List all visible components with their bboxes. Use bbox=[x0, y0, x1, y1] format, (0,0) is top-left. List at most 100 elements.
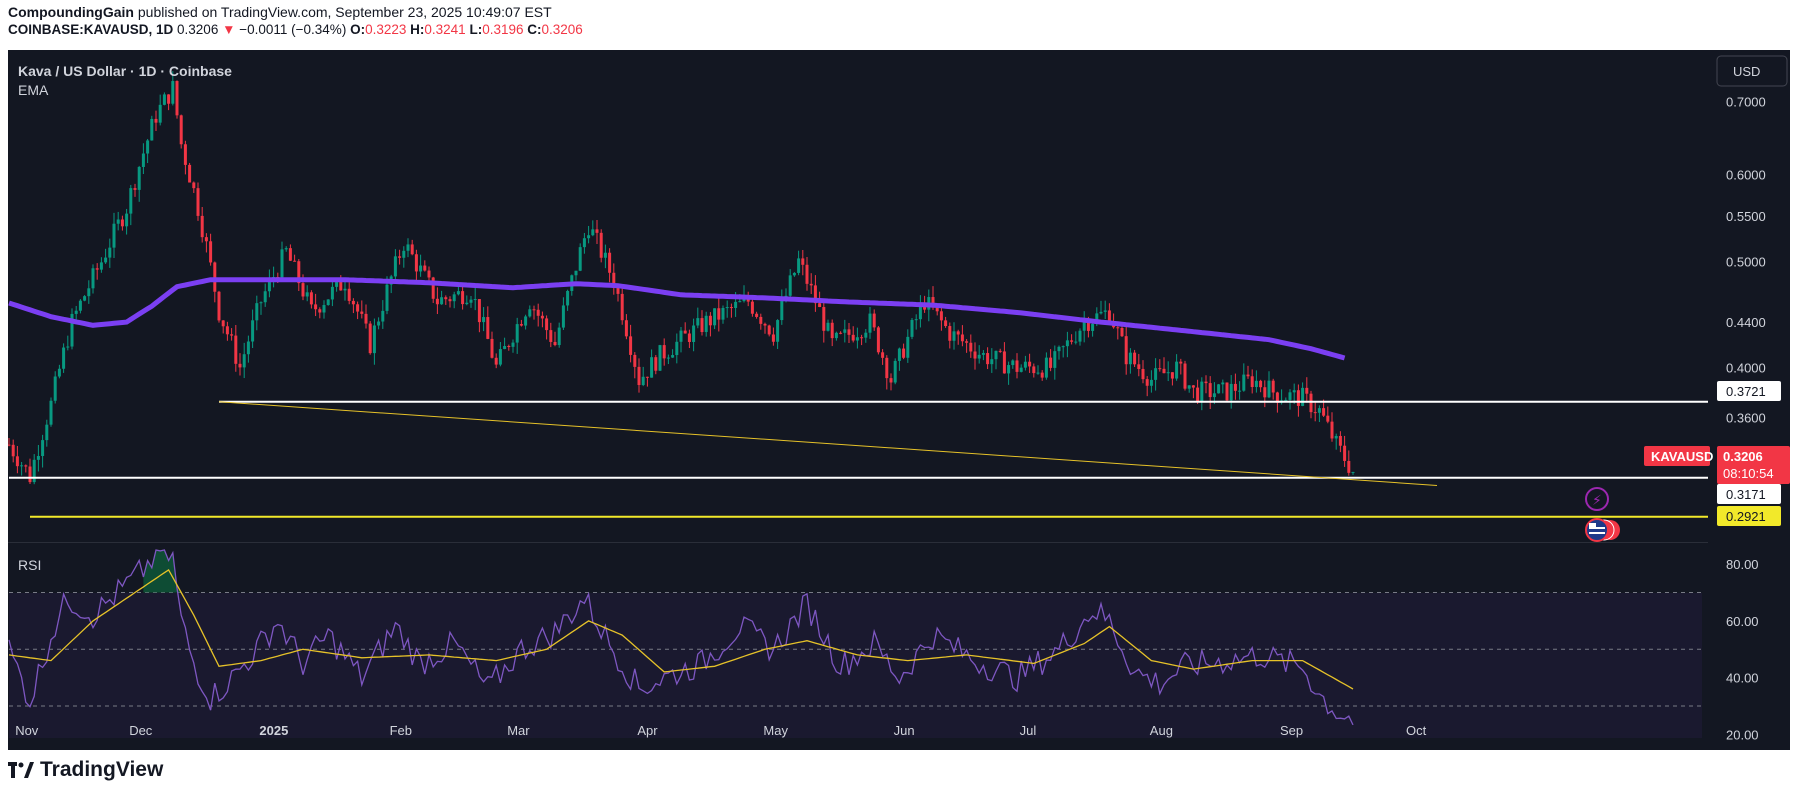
candle-body bbox=[242, 354, 246, 368]
candle-body bbox=[431, 277, 435, 299]
rsi-legend[interactable]: RSI bbox=[18, 557, 41, 573]
candle-body bbox=[381, 310, 385, 322]
candle-body bbox=[410, 244, 414, 255]
candle-body bbox=[335, 279, 339, 287]
candle-body bbox=[1305, 387, 1309, 394]
candle-body bbox=[1250, 376, 1254, 388]
candle-body bbox=[129, 188, 133, 214]
candle-body bbox=[893, 360, 897, 383]
chart-panel[interactable]: 0.7000 0.6000 0.5500 0.5000 0.4400 0.4000 0.36… bbox=[8, 50, 1790, 750]
time-axis[interactable]: Nov Dec 2025 Feb Mar Apr May Jun Jul Aug Sep Oct bbox=[15, 723, 1426, 738]
candle-body bbox=[788, 275, 792, 296]
candle-body bbox=[582, 238, 586, 248]
candle-body bbox=[209, 241, 213, 263]
candle-body bbox=[1217, 384, 1221, 394]
candle-body bbox=[1074, 341, 1078, 343]
candle-body bbox=[318, 309, 322, 313]
time-tick-label: Nov bbox=[15, 723, 39, 738]
candle-body bbox=[444, 297, 448, 300]
candle-body bbox=[167, 94, 171, 104]
candle-body bbox=[1200, 381, 1204, 402]
candle-body bbox=[1049, 357, 1053, 368]
candle-body bbox=[666, 357, 670, 359]
candle-body bbox=[935, 307, 939, 312]
candle-body bbox=[1225, 382, 1229, 401]
candle-body bbox=[797, 258, 801, 273]
candle-body bbox=[1212, 393, 1216, 398]
bar-countdown: 08:10:54 bbox=[1723, 466, 1774, 481]
currency-button[interactable]: USD bbox=[1716, 55, 1788, 87]
candle-body bbox=[230, 334, 234, 336]
candle-body bbox=[528, 309, 532, 317]
horizontal-lines[interactable] bbox=[9, 400, 1708, 518]
candle-body bbox=[977, 354, 981, 359]
price-tick-label: 0.5500 bbox=[1726, 209, 1766, 224]
us-flag-events-icon[interactable] bbox=[1585, 518, 1620, 542]
candle-body bbox=[952, 331, 956, 341]
candle-body bbox=[683, 330, 687, 334]
trendline[interactable] bbox=[218, 401, 1438, 486]
candle-body bbox=[1204, 381, 1208, 384]
candle-body bbox=[519, 324, 523, 326]
candle-body bbox=[1233, 383, 1237, 391]
candle-body bbox=[717, 308, 721, 320]
candle-body bbox=[1162, 368, 1166, 374]
down-arrow-icon: ▼ bbox=[222, 22, 236, 37]
candle-body bbox=[482, 317, 486, 323]
candle-body bbox=[288, 248, 292, 261]
candle-body bbox=[339, 279, 343, 291]
candle-body bbox=[1002, 351, 1006, 374]
tradingview-logo[interactable]: TradingView bbox=[8, 758, 163, 782]
candle-body bbox=[1267, 380, 1271, 398]
candle-body bbox=[1242, 374, 1246, 391]
candle-body bbox=[133, 188, 137, 190]
candle-body bbox=[889, 378, 893, 383]
candle-body bbox=[843, 329, 847, 333]
candle-body bbox=[53, 376, 57, 401]
candle-body bbox=[1116, 327, 1120, 329]
candle-body bbox=[948, 326, 952, 341]
candle-body bbox=[767, 325, 771, 335]
rsi-axis[interactable]: 80.00 60.00 40.00 20.00 bbox=[1726, 557, 1759, 742]
candle-body bbox=[750, 301, 754, 314]
candle-body bbox=[1078, 330, 1082, 342]
candle-body bbox=[188, 164, 192, 183]
candle-body bbox=[1175, 361, 1179, 379]
candle-body bbox=[15, 456, 19, 467]
candle-body bbox=[1229, 383, 1233, 401]
candle-body bbox=[32, 459, 36, 483]
candle-body bbox=[1246, 374, 1250, 377]
candle-body bbox=[385, 284, 389, 311]
candle-body bbox=[1120, 327, 1124, 337]
time-tick-label: Aug bbox=[1150, 723, 1173, 738]
candle-body bbox=[204, 237, 208, 242]
candle-body bbox=[435, 298, 439, 305]
candle-body bbox=[847, 329, 851, 335]
price-tick-label: 0.4000 bbox=[1726, 360, 1766, 375]
low-value: 0.3196 bbox=[482, 22, 524, 37]
rsi-tick-label: 80.00 bbox=[1726, 557, 1759, 572]
candle-body bbox=[549, 330, 553, 342]
candle-body bbox=[574, 270, 578, 276]
candle-body bbox=[1317, 408, 1321, 413]
candle-body bbox=[8, 444, 11, 446]
candle-body bbox=[1040, 372, 1044, 378]
candle-body bbox=[372, 325, 376, 354]
candle-body bbox=[1271, 380, 1275, 393]
candle-body bbox=[36, 456, 40, 460]
lightning-icon[interactable]: ⚡ bbox=[1585, 487, 1609, 511]
candle-body bbox=[196, 188, 200, 216]
time-tick-label: Dec bbox=[129, 723, 153, 738]
ema-legend[interactable]: EMA bbox=[18, 82, 49, 98]
candle-body bbox=[1149, 379, 1153, 386]
author-name[interactable]: CompoundingGain bbox=[8, 4, 134, 20]
candle-body bbox=[809, 283, 813, 286]
pane-divider[interactable] bbox=[8, 542, 1708, 543]
candle-body bbox=[1011, 360, 1015, 366]
candle-body bbox=[969, 342, 973, 352]
svg-text:0.3171: 0.3171 bbox=[1726, 487, 1766, 502]
candle-body bbox=[1057, 346, 1061, 352]
candle-body bbox=[246, 341, 250, 355]
candle-body bbox=[755, 313, 759, 317]
candle-body bbox=[864, 332, 868, 338]
